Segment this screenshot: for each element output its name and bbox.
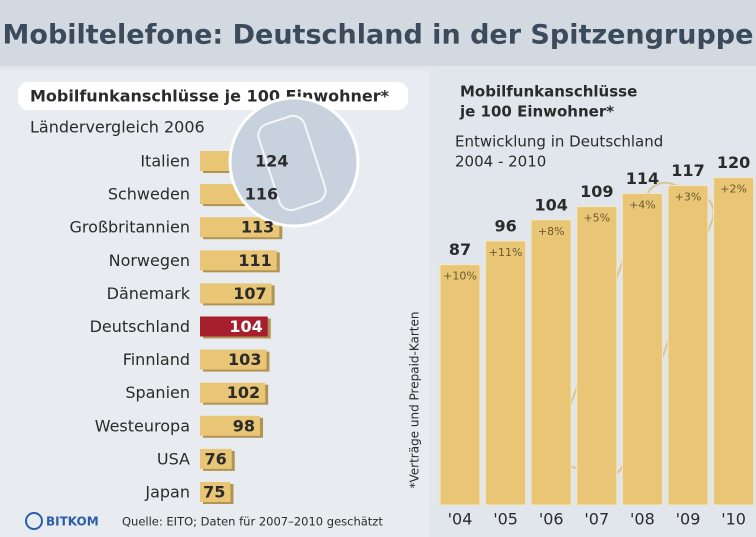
infographic: Mobiltelefone: Deutschland in der Spitze…	[0, 0, 756, 537]
phone-illustration	[230, 98, 358, 226]
x-tick-label: '05	[493, 510, 518, 529]
bar	[531, 220, 571, 505]
page-title: Mobiltelefone: Deutschland in der Spitze…	[3, 20, 754, 51]
x-tick-label: '07	[584, 510, 609, 529]
change-label: +5%	[583, 212, 610, 225]
x-tick-label: '10	[721, 510, 746, 529]
change-label: +11%	[489, 246, 523, 259]
value-label: 104	[534, 195, 567, 214]
left-title: Mobilfunkanschlüsse je 100 Einwohner*	[30, 87, 390, 106]
value-label: 114	[626, 169, 659, 188]
value-label: 87	[449, 240, 471, 259]
value-label: 109	[580, 182, 613, 201]
value-label: 103	[228, 350, 261, 369]
bar	[622, 193, 662, 505]
x-tick-label: '06	[539, 510, 564, 529]
logo: BITKOM	[46, 515, 99, 529]
right-subtitle-2: 2004 - 2010	[455, 153, 546, 171]
value-label: 117	[671, 161, 704, 180]
bar	[440, 265, 480, 505]
category-label: Finnland	[123, 350, 190, 369]
category-label: Norwegen	[109, 251, 190, 270]
bar	[577, 207, 617, 505]
right-title-1: Mobilfunkanschlüsse	[460, 83, 637, 101]
value-label: 102	[227, 383, 260, 402]
right-title-2: je 100 Einwohner*	[459, 103, 614, 121]
footnote: *Verträge und Prepaid-Karten	[408, 311, 422, 488]
x-tick-label: '08	[630, 510, 655, 529]
category-label: Italien	[140, 152, 190, 171]
change-label: +2%	[720, 183, 747, 196]
value-label: 111	[238, 251, 271, 270]
category-label: Großbritannien	[70, 218, 190, 237]
value-label: 120	[717, 153, 750, 172]
category-label: USA	[157, 449, 190, 468]
category-label: Japan	[144, 483, 190, 502]
x-tick-label: '04	[448, 510, 473, 529]
bar	[714, 178, 754, 505]
category-label: Spanien	[125, 383, 190, 402]
bar	[486, 241, 526, 505]
left-subtitle: Ländervergleich 2006	[30, 118, 205, 137]
category-label: Westeuropa	[95, 416, 190, 435]
change-label: +10%	[443, 270, 477, 283]
value-label: 116	[245, 185, 278, 204]
value-label: 96	[494, 216, 516, 235]
value-label: 104	[229, 317, 262, 336]
value-label: 76	[204, 449, 226, 468]
value-label: 124	[255, 152, 288, 171]
category-label: Dänemark	[107, 284, 191, 303]
source: Quelle: EITO; Daten für 2007–2010 geschä…	[122, 515, 383, 529]
value-label: 98	[233, 416, 255, 435]
change-label: +3%	[675, 191, 702, 204]
value-label: 113	[241, 218, 274, 237]
bar	[668, 186, 708, 505]
phone-circle	[230, 98, 358, 226]
value-label: 75	[203, 483, 225, 502]
category-label: Schweden	[108, 185, 190, 204]
change-label: +8%	[538, 225, 565, 238]
right-subtitle-1: Entwicklung in Deutschland	[455, 133, 663, 151]
category-label: Deutschland	[90, 317, 190, 336]
x-tick-label: '09	[676, 510, 701, 529]
change-label: +4%	[629, 198, 656, 211]
value-label: 107	[233, 284, 266, 303]
